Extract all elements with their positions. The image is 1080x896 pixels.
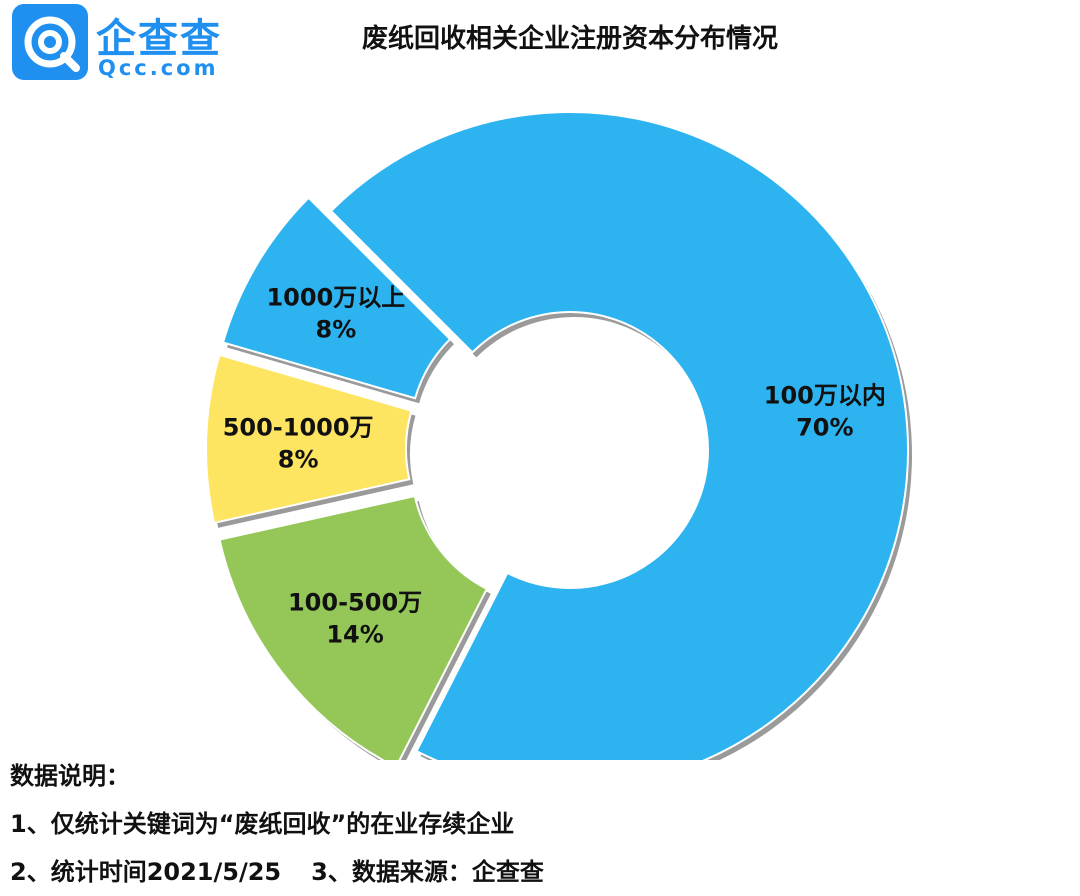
data-notes: 数据说明： 1、仅统计关键词为“废纸回收”的在业存续企业 2、统计时间2021/… — [10, 752, 544, 896]
slice-label: 500-1000万 — [223, 413, 374, 441]
slice-value-label: 8% — [278, 445, 319, 473]
slice-label: 100-500万 — [288, 589, 422, 617]
donut-chart: 100万以内 70% 100-500万 14% 500-1000万 8% 1000万以上 8% — [205, 111, 912, 760]
qcc-logo-icon — [12, 4, 88, 80]
donut-slice — [205, 353, 413, 525]
logo-text-en: Qcc.com — [98, 56, 219, 80]
notes-line-1: 1、仅统计关键词为“废纸回收”的在业存续企业 — [10, 810, 515, 838]
slice-value-label: 8% — [316, 316, 357, 344]
donut-slice — [329, 111, 909, 760]
slice-label: 1000万以上 — [266, 284, 405, 312]
slice-value-label: 14% — [326, 621, 383, 649]
slice-label: 100万以内 — [764, 382, 886, 410]
notes-line-2: 2、统计时间2021/5/25 3、数据来源：企查查 — [10, 848, 544, 896]
donut-slice — [218, 494, 489, 760]
notes-line-2-time: 2、统计时间2021/5/25 — [10, 858, 282, 886]
notes-line-2-source: 3、数据来源：企查查 — [311, 858, 544, 886]
qcc-logo: 企查查 Qcc.com — [12, 4, 252, 84]
chart-title: 废纸回收相关企业注册资本分布情况 — [361, 24, 778, 54]
donut-slice — [221, 196, 452, 400]
slice-value-label: 70% — [796, 414, 853, 442]
notes-heading: 数据说明： — [10, 762, 130, 790]
logo-text-cn: 企查查 — [96, 16, 222, 62]
